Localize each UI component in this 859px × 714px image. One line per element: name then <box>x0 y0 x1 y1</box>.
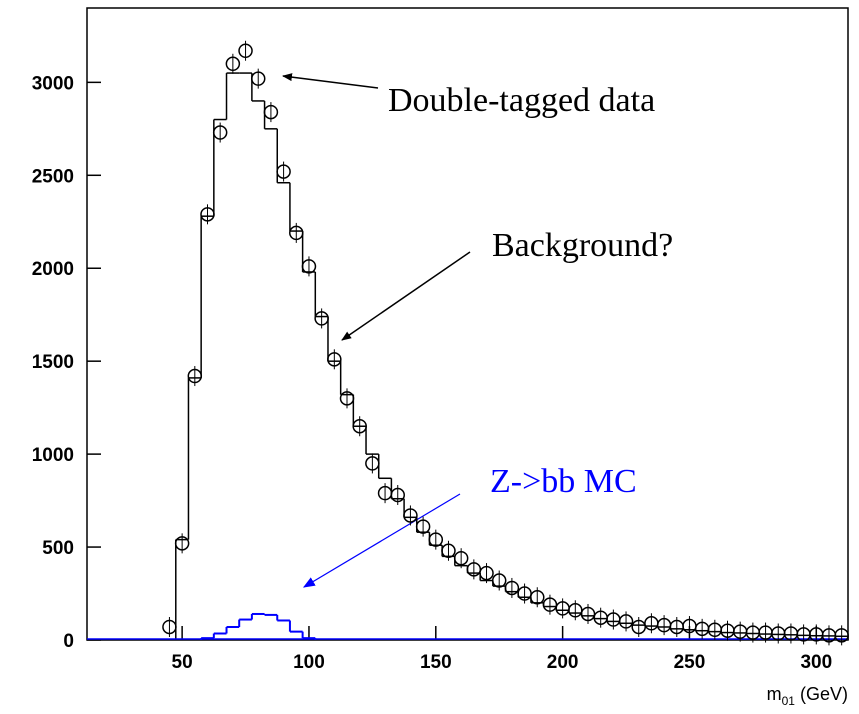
data-point <box>479 565 494 581</box>
x-tick-label: 200 <box>547 652 579 673</box>
annotation-arrow <box>341 251 471 341</box>
y-tick-label: 1000 <box>32 445 74 466</box>
x-label-part: (GeV) <box>795 684 848 704</box>
y-tick-label: 2000 <box>32 259 74 280</box>
data-point <box>504 580 520 596</box>
data-point <box>339 391 355 406</box>
x-tick-label: 300 <box>800 652 832 673</box>
data-point <box>365 456 380 471</box>
x-label-part: m <box>767 684 782 704</box>
data-point <box>263 104 279 120</box>
plot-frame <box>86 7 849 641</box>
data-point <box>301 259 317 274</box>
x-tick-label: 100 <box>293 652 325 673</box>
y-tick-label: 500 <box>42 538 74 559</box>
x-tick-label: 50 <box>172 652 193 673</box>
x-label-subscript: 01 <box>782 694 796 708</box>
x-tick-label: 250 <box>674 652 706 673</box>
data-point <box>238 43 253 59</box>
data-point <box>352 418 367 434</box>
data-point <box>289 225 304 241</box>
data-point <box>491 573 507 588</box>
data-point <box>618 614 634 629</box>
annotation-arrow <box>302 493 461 588</box>
data-point <box>428 532 444 547</box>
annotation-arrow <box>282 73 379 89</box>
x-tick-label: 150 <box>420 652 452 673</box>
annotation: Background? <box>492 227 673 264</box>
y-tick-label: 3000 <box>32 73 74 94</box>
data-point <box>276 164 291 179</box>
y-tick-label: 2500 <box>32 166 74 187</box>
data-point <box>187 368 203 384</box>
data-point <box>834 628 849 643</box>
data-point <box>453 550 469 566</box>
annotation: Z->bb MC <box>490 463 637 500</box>
data-point <box>212 125 228 140</box>
data-point <box>530 589 545 605</box>
x-axis-label: m01 (GeV) <box>767 684 848 708</box>
y-tick-label: 0 <box>63 631 74 652</box>
data-point <box>415 519 431 534</box>
data-point <box>390 487 405 503</box>
y-tick-label: 1500 <box>32 352 74 373</box>
data-point <box>174 536 190 551</box>
annotation: Double-tagged data <box>388 82 655 119</box>
data-point <box>250 71 266 86</box>
data-point <box>225 56 241 72</box>
data-point <box>441 543 456 559</box>
data-point <box>200 207 215 222</box>
data-point <box>314 311 329 326</box>
data-point <box>327 352 342 367</box>
data-point <box>162 619 177 635</box>
data-point <box>403 508 418 523</box>
